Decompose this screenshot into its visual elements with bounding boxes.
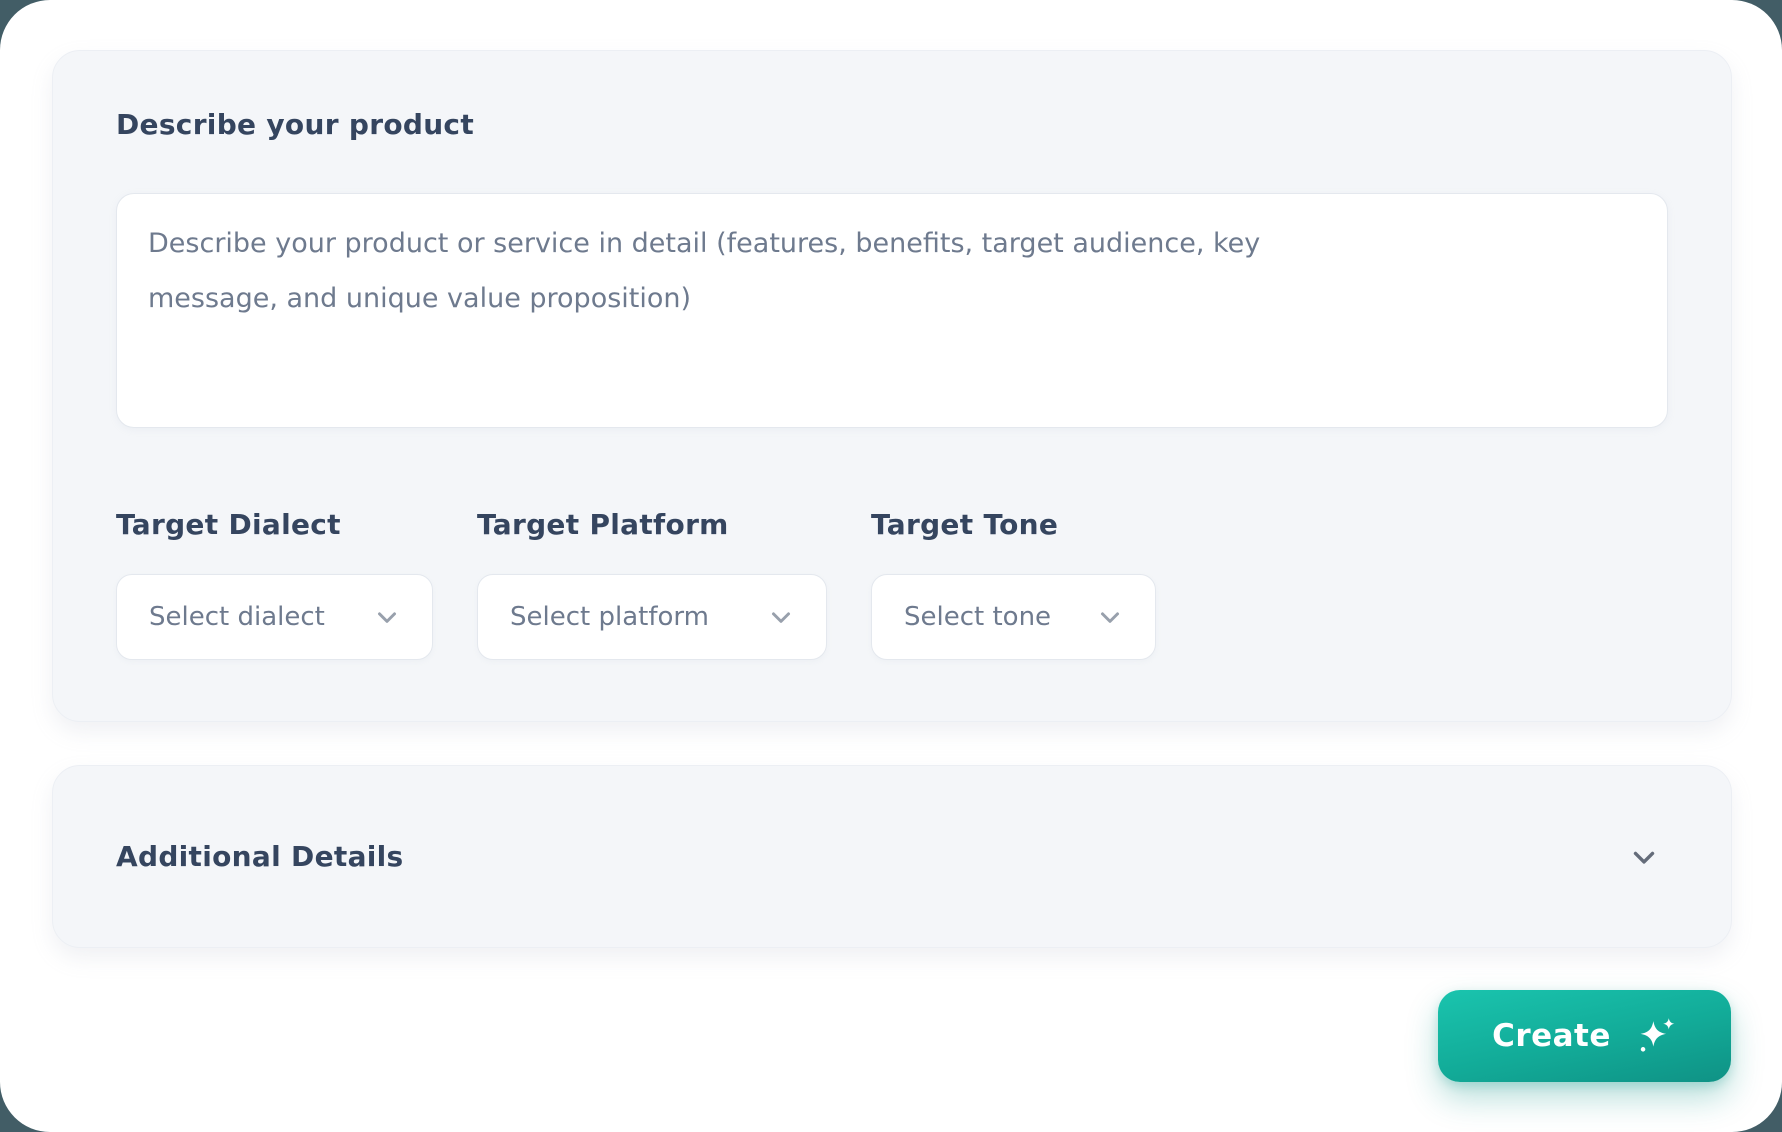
product-form-card: Describe your product Target Dialect Sel…: [52, 50, 1732, 722]
field-target-dialect: Target Dialect Select dialect: [116, 508, 433, 660]
target-fields-row: Target Dialect Select dialect Target Pla…: [116, 508, 1668, 660]
platform-select[interactable]: Select platform: [477, 574, 827, 660]
describe-product-label: Describe your product: [116, 108, 475, 141]
create-button[interactable]: Create: [1438, 990, 1731, 1082]
dialect-select-value: Select dialect: [149, 602, 325, 632]
platform-select-value: Select platform: [510, 602, 709, 632]
chevron-down-icon[interactable]: [1627, 840, 1661, 874]
chevron-down-icon: [772, 612, 790, 623]
field-target-tone: Target Tone Select tone: [871, 508, 1156, 660]
product-description-textarea[interactable]: [116, 193, 1668, 428]
additional-details-card[interactable]: Additional Details: [52, 765, 1732, 948]
tone-select[interactable]: Select tone: [871, 574, 1156, 660]
target-tone-label: Target Tone: [871, 508, 1059, 541]
chevron-down-icon: [378, 612, 396, 623]
chevron-down-icon: [1101, 612, 1119, 623]
dialect-select[interactable]: Select dialect: [116, 574, 433, 660]
target-platform-label: Target Platform: [477, 508, 729, 541]
field-target-platform: Target Platform Select platform: [477, 508, 827, 660]
target-dialect-label: Target Dialect: [116, 508, 341, 541]
tone-select-value: Select tone: [904, 602, 1052, 632]
sparkles-icon: [1640, 1018, 1675, 1052]
create-button-label: Create: [1492, 1018, 1611, 1054]
additional-details-title: Additional Details: [116, 839, 404, 873]
